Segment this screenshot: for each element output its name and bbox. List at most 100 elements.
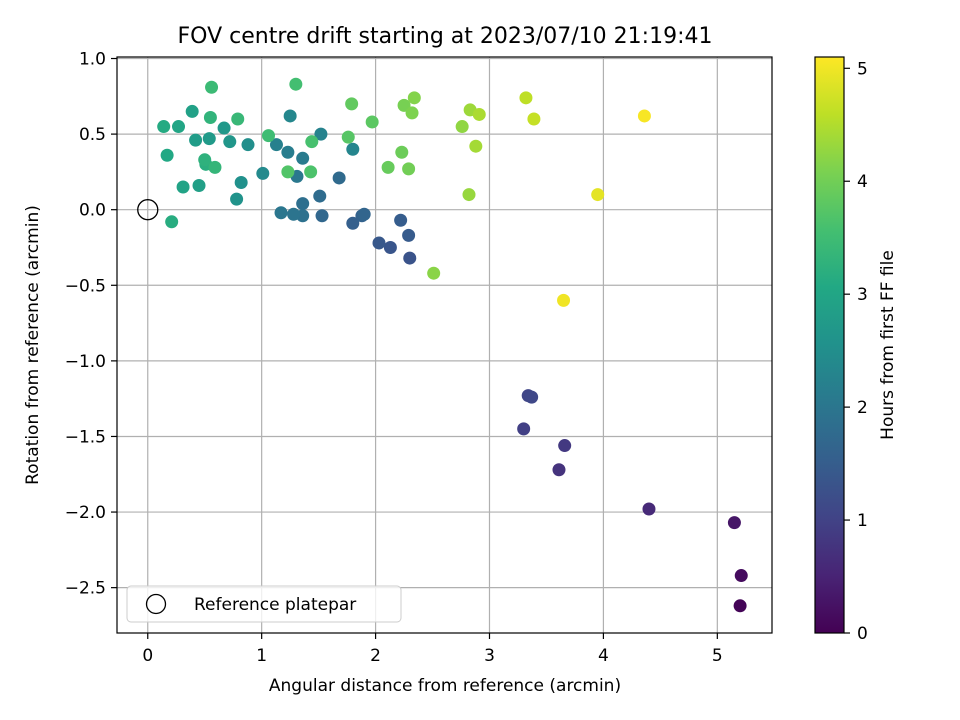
data-point-59 xyxy=(345,97,359,111)
legend: Reference platepar xyxy=(126,585,402,623)
data-point-58 xyxy=(365,115,379,129)
data-point-43 xyxy=(160,148,174,162)
data-point-17 xyxy=(315,209,329,223)
data-point-18 xyxy=(332,171,346,185)
data-point-35 xyxy=(223,135,237,149)
data-point-64 xyxy=(405,106,419,120)
data-point-4 xyxy=(552,463,566,477)
data-point-9 xyxy=(403,251,417,265)
data-point-75 xyxy=(557,293,571,307)
data-point-49 xyxy=(208,160,222,174)
data-point-2 xyxy=(727,516,741,530)
data-point-70 xyxy=(469,139,483,153)
data-point-0 xyxy=(733,599,747,613)
data-point-55 xyxy=(304,165,318,179)
data-point-53 xyxy=(289,77,303,91)
colorbar-tick-label-0: 0 xyxy=(857,624,868,644)
data-point-65 xyxy=(407,91,421,105)
data-points xyxy=(157,77,748,613)
data-point-62 xyxy=(402,162,416,176)
data-point-72 xyxy=(519,91,533,105)
data-point-10 xyxy=(383,240,397,254)
chart-title: FOV centre drift starting at 2023/07/10 … xyxy=(178,24,713,49)
data-point-34 xyxy=(230,192,244,206)
reference-marker-group xyxy=(137,199,159,221)
data-point-25 xyxy=(296,151,310,165)
data-point-73 xyxy=(527,112,541,126)
data-point-12 xyxy=(402,228,416,242)
y-tick-label-6: −2.0 xyxy=(65,503,106,523)
data-point-31 xyxy=(256,166,270,180)
data-point-30 xyxy=(283,109,297,123)
colorbar-tick-label-3: 3 xyxy=(857,285,868,305)
colorbar-frame xyxy=(814,56,845,634)
data-point-37 xyxy=(202,132,216,146)
data-point-39 xyxy=(192,179,206,193)
data-point-54 xyxy=(305,135,319,149)
legend-box xyxy=(126,585,402,623)
x-axis-ticks: 0 1 2 3 4 5 xyxy=(142,633,723,666)
data-point-38 xyxy=(189,133,203,147)
data-point-60 xyxy=(381,160,395,174)
data-point-48 xyxy=(203,110,217,124)
data-point-56 xyxy=(281,165,295,179)
data-point-14 xyxy=(346,216,360,230)
data-point-11 xyxy=(372,236,386,250)
colorbar-tick-label-4: 4 xyxy=(857,172,868,192)
data-point-29 xyxy=(346,142,360,156)
x-tick-label-0: 0 xyxy=(142,646,153,666)
data-point-40 xyxy=(185,104,199,118)
x-tick-label-4: 4 xyxy=(598,646,609,666)
data-point-61 xyxy=(395,145,409,159)
y-axis-ticks: 1.0 0.5 0.0 −0.5 −1.0 −1.5 −2.0 −2.5 xyxy=(65,50,117,599)
y-tick-label-1: 0.5 xyxy=(79,125,106,145)
data-point-22 xyxy=(287,207,301,221)
data-point-19 xyxy=(313,189,327,203)
legend-entry-reference: Reference platepar xyxy=(194,595,356,615)
colorbar-label: Hours from first FF file xyxy=(878,250,898,440)
data-point-50 xyxy=(231,112,245,126)
colorbar-gradient xyxy=(815,57,844,633)
data-point-28 xyxy=(314,127,328,141)
y-tick-label-3: −0.5 xyxy=(65,276,106,296)
y-tick-label-5: −1.5 xyxy=(65,427,106,447)
y-tick-label-0: 1.0 xyxy=(79,50,106,70)
data-point-6 xyxy=(517,422,531,436)
data-point-76 xyxy=(637,109,651,123)
data-point-47 xyxy=(198,153,212,167)
data-point-8 xyxy=(525,390,539,404)
data-point-71 xyxy=(472,107,486,121)
reference-platepar-marker xyxy=(137,199,159,221)
data-point-32 xyxy=(241,138,255,152)
y-tick-label-2: 0.0 xyxy=(79,201,106,221)
data-point-52 xyxy=(262,129,276,143)
x-tick-label-5: 5 xyxy=(712,646,723,666)
colorbar: 0 1 2 3 4 5 Hours from first FF file xyxy=(814,56,898,644)
data-point-57 xyxy=(341,130,355,144)
data-point-41 xyxy=(176,180,190,194)
data-point-1 xyxy=(734,569,748,583)
data-point-68 xyxy=(462,188,476,202)
data-point-3 xyxy=(642,502,656,516)
data-point-20 xyxy=(296,197,310,211)
x-tick-label-2: 2 xyxy=(370,646,381,666)
data-point-27 xyxy=(269,138,283,152)
y-tick-label-4: −1.0 xyxy=(65,352,106,372)
data-point-13 xyxy=(394,213,408,227)
x-tick-label-1: 1 xyxy=(256,646,267,666)
x-tick-label-3: 3 xyxy=(484,646,495,666)
plot-frame xyxy=(116,56,773,634)
data-point-42 xyxy=(172,120,186,134)
data-point-16 xyxy=(357,207,371,221)
data-point-66 xyxy=(427,266,441,280)
y-axis-label: Rotation from reference (arcmin) xyxy=(23,205,43,485)
colorbar-ticks: 0 1 2 3 4 5 xyxy=(844,59,868,644)
data-point-51 xyxy=(205,80,219,94)
data-point-36 xyxy=(217,121,231,135)
data-point-74 xyxy=(591,188,605,202)
x-axis-label: Angular distance from reference (arcmin) xyxy=(269,676,621,696)
colorbar-tick-label-1: 1 xyxy=(857,511,868,531)
data-point-45 xyxy=(165,215,179,229)
y-tick-label-7: −2.5 xyxy=(65,579,106,599)
